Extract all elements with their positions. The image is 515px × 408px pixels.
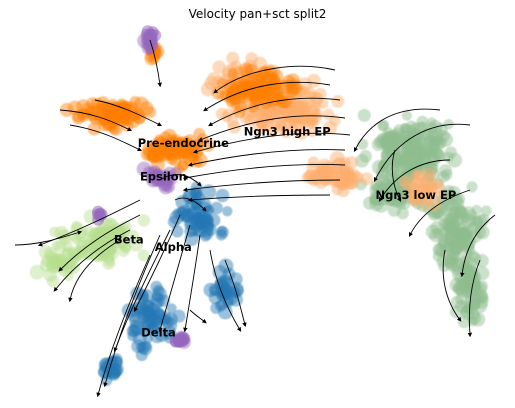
cell-point (317, 164, 328, 175)
cell-point (402, 111, 412, 121)
cell-point (307, 74, 321, 88)
cell-point (323, 109, 335, 121)
cell-point (61, 248, 73, 260)
cluster-label: Pre-endocrine (138, 136, 229, 150)
cell-point (387, 139, 398, 150)
cell-point (359, 150, 372, 163)
cell-point (474, 226, 486, 238)
cluster-label: Epsilon (140, 169, 187, 183)
cell-point (226, 52, 239, 65)
cell-point (388, 203, 401, 216)
cell-point (191, 223, 204, 236)
cell-point (94, 208, 106, 220)
cell-point (152, 287, 167, 302)
cell-point (431, 135, 442, 146)
cell-point (77, 229, 87, 239)
cell-point (44, 268, 58, 282)
cell-point (109, 356, 123, 370)
cell-point (131, 339, 145, 353)
cell-point (276, 96, 288, 108)
cell-point (233, 106, 246, 119)
cell-point (153, 151, 163, 161)
cell-point (143, 313, 156, 326)
cell-point (30, 265, 45, 280)
cell-point (105, 110, 115, 120)
cluster-label: Beta (114, 233, 144, 247)
cell-point (228, 68, 239, 79)
cell-point (146, 29, 158, 41)
cell-point (76, 99, 90, 113)
velocity-streamline (190, 310, 205, 322)
cluster-label: Alpha (155, 240, 192, 254)
cell-point (358, 109, 371, 122)
cell-point (282, 75, 295, 88)
cell-point (467, 250, 479, 262)
cell-point (302, 172, 313, 183)
cluster-label: Ngn3 low EP (375, 188, 456, 202)
cell-point (357, 139, 368, 150)
cell-point (120, 109, 130, 119)
cell-point (481, 206, 492, 217)
cell-point (346, 171, 359, 184)
cell-point (210, 202, 223, 215)
cell-point (339, 157, 350, 168)
cell-point (210, 303, 221, 314)
cell-point (49, 227, 60, 238)
cell-point (305, 105, 319, 119)
cell-point (464, 240, 474, 250)
cell-point (101, 241, 114, 254)
cell-point (138, 214, 150, 226)
cell-point (399, 154, 411, 166)
cell-point (229, 272, 243, 286)
cell-point (392, 128, 404, 140)
cell-point (212, 86, 225, 99)
cell-points (30, 25, 492, 386)
cell-point (47, 257, 59, 269)
cell-point (220, 285, 232, 297)
cell-point (430, 221, 443, 234)
cell-point (476, 266, 490, 280)
cell-point (216, 189, 230, 203)
cell-point (141, 301, 155, 315)
cluster-label: Delta (141, 326, 176, 340)
cell-point (405, 142, 418, 155)
cell-point (216, 229, 227, 240)
cell-point (173, 310, 186, 323)
cell-point (329, 176, 341, 188)
cell-point (137, 290, 149, 302)
cell-point (332, 95, 345, 108)
cell-point (226, 97, 237, 108)
cell-point (177, 207, 187, 217)
cell-point (459, 219, 471, 231)
cell-point (222, 206, 232, 216)
cell-point (169, 154, 182, 167)
cell-point (409, 128, 424, 143)
cell-point (88, 122, 101, 135)
cluster-label: Ngn3 high EP (244, 125, 331, 139)
cell-point (197, 210, 207, 220)
